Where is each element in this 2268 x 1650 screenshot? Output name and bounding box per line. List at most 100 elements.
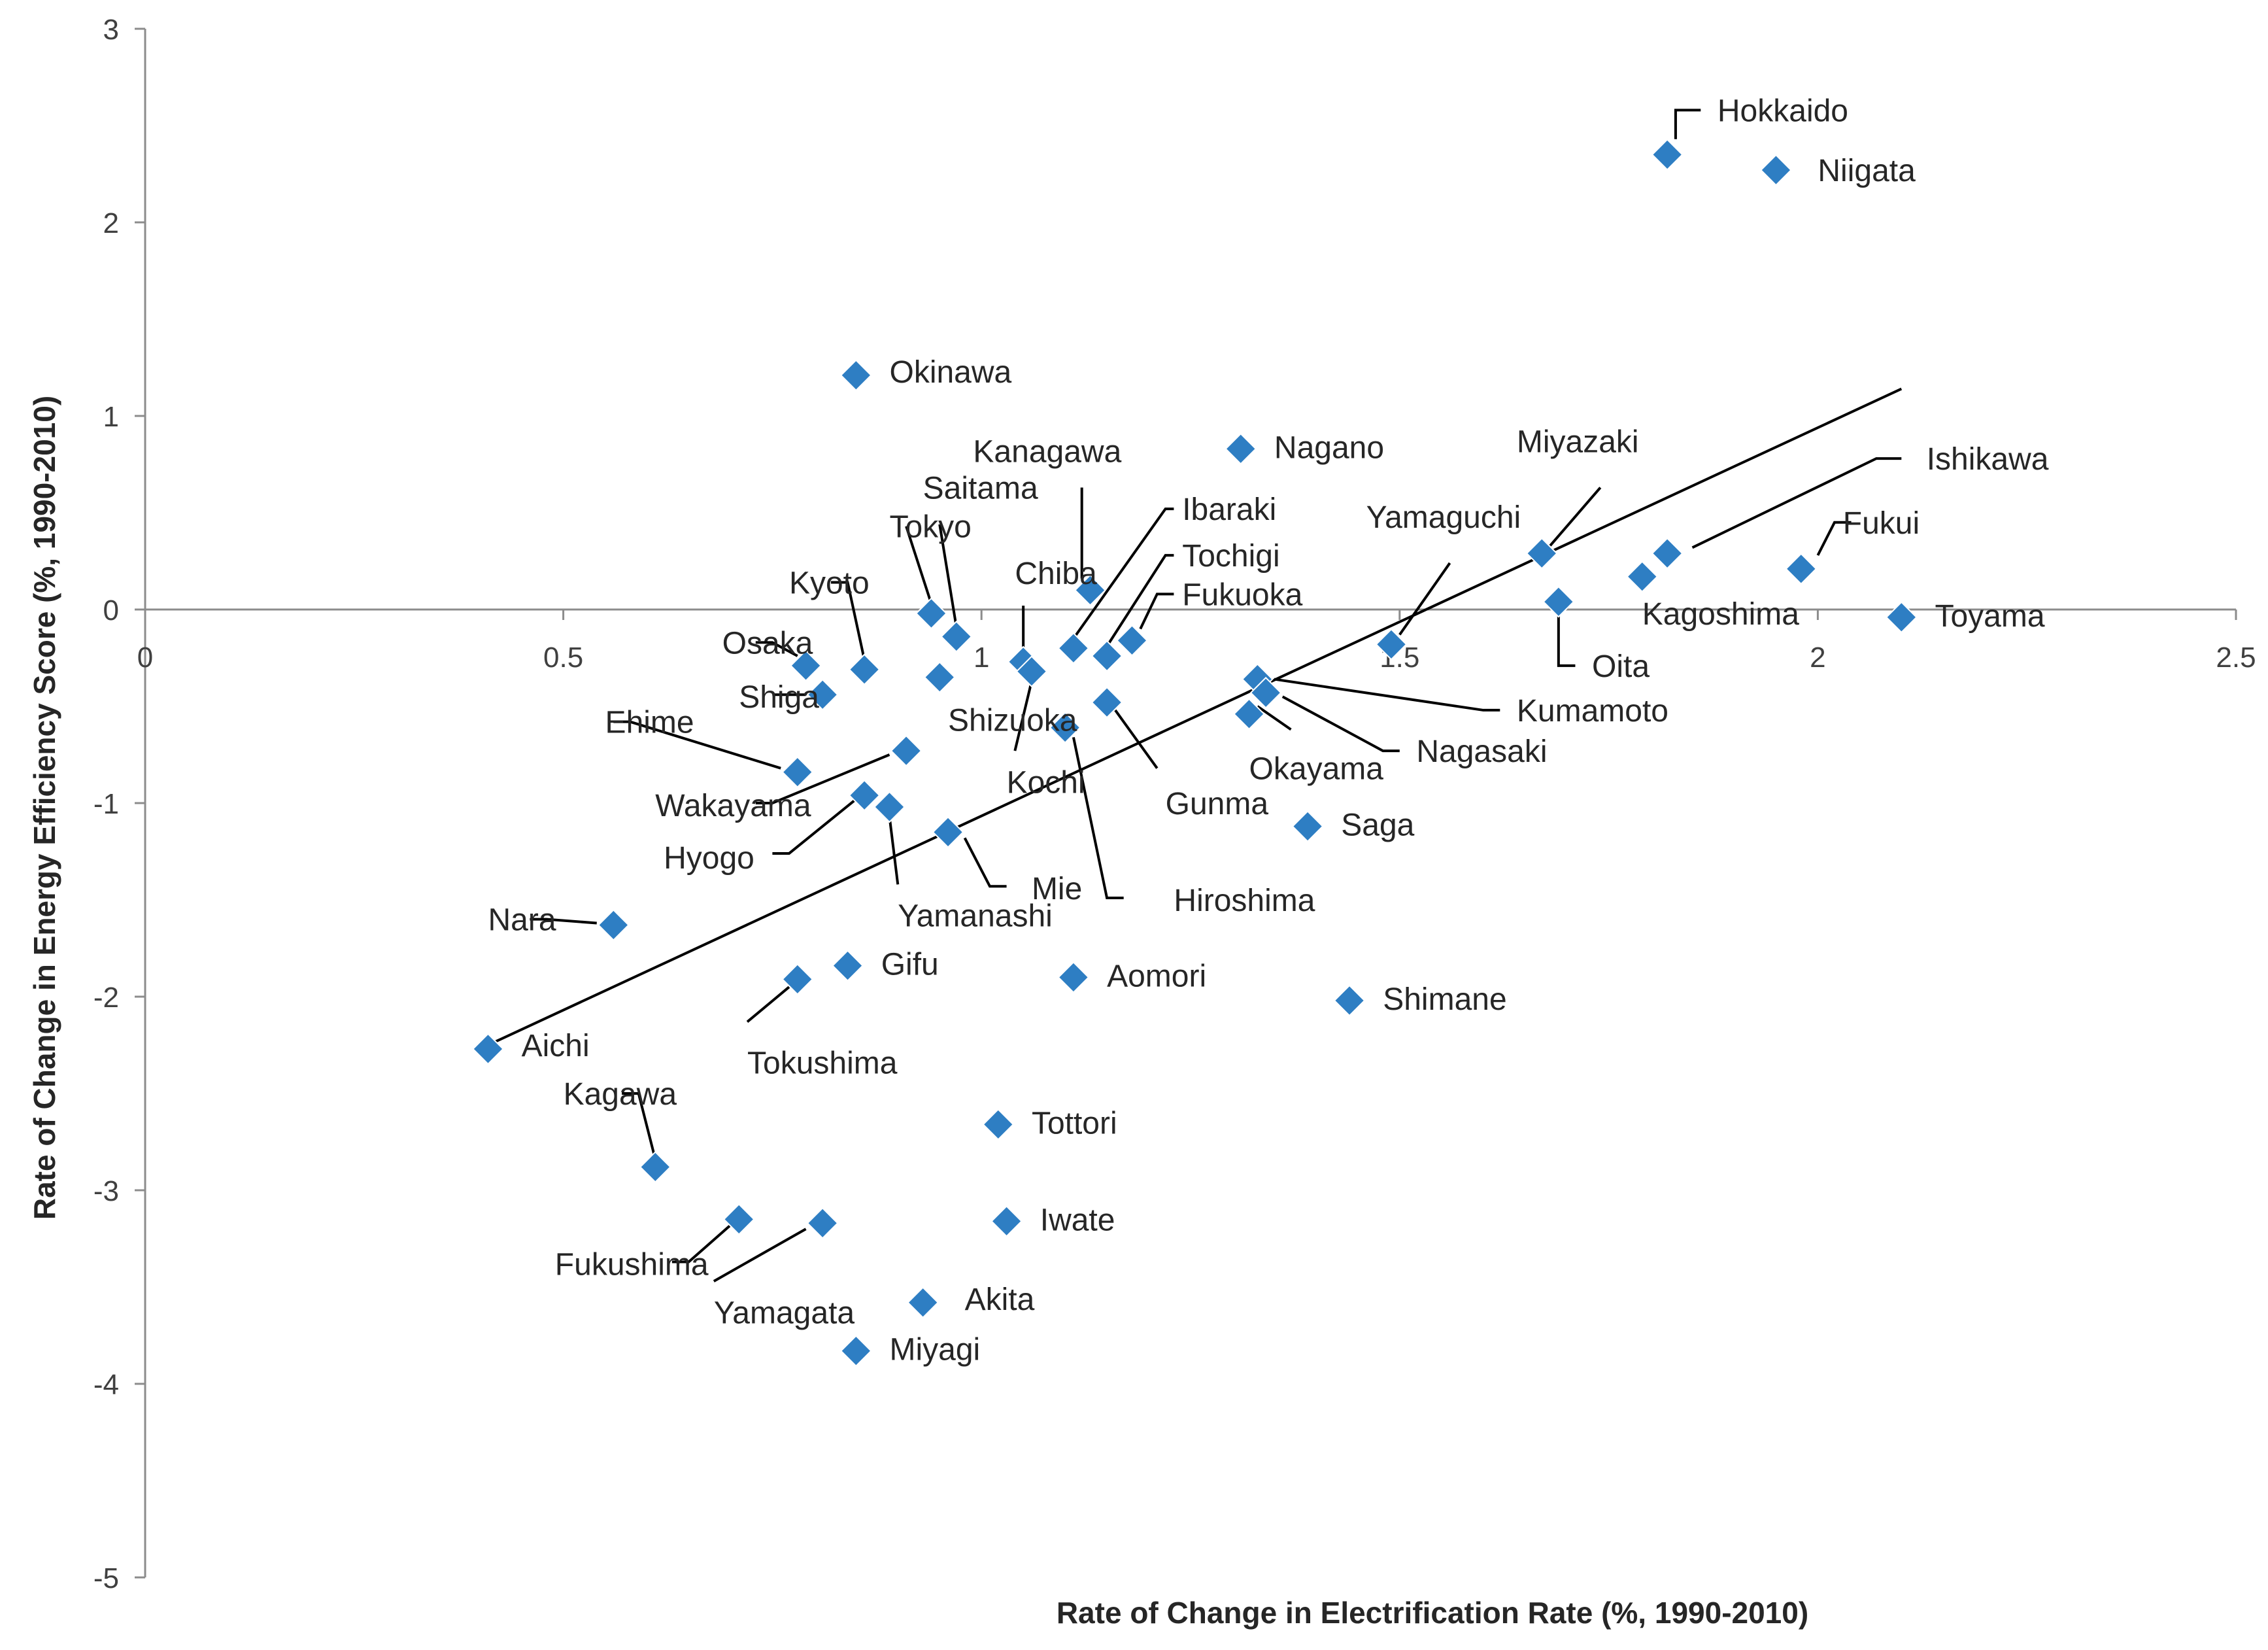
leader-line-fukushima (671, 1224, 732, 1263)
label-wakayama: Wakayama (655, 789, 811, 823)
leader-line-fukuoka (1139, 593, 1174, 630)
point-ehime (781, 756, 814, 789)
leader-line-yamanashi (888, 816, 900, 885)
point-nagasaki (1249, 676, 1282, 709)
point-miyagi (839, 1335, 872, 1367)
leader-line-saitama (938, 524, 958, 627)
label-miyazaki: Miyazaki (1517, 424, 1639, 459)
label-ishikawa: Ishikawa (1927, 442, 2049, 477)
label-shizuoka: Shizuoka (948, 704, 1077, 738)
point-hokkaido (1651, 138, 1684, 171)
point-hyogo (848, 779, 881, 812)
label-oita: Oita (1592, 649, 1650, 684)
y-tick-label: 3 (103, 14, 119, 46)
label-gifu: Gifu (881, 948, 939, 982)
point-toyama (1885, 601, 1918, 634)
label-hokkaido: Hokkaido (1718, 94, 1848, 128)
point-gifu (832, 950, 864, 982)
point-tochigi (1091, 640, 1123, 672)
y-ticks: 3 2 1 0 -1 -2 -3 -4 -5 (93, 14, 145, 1594)
x-tick-label: 0.5 (543, 642, 583, 674)
label-osaka: Osaka (722, 626, 813, 661)
point-shimane (1333, 984, 1366, 1017)
label-yamanashi: Yamanashi (898, 899, 1053, 934)
point-kochi (1015, 655, 1048, 688)
leader-line-tochigi (1106, 554, 1174, 647)
x-ticks: 0 0.5 1 1.5 2 2.5 (137, 610, 2256, 674)
leader-line-hiroshima (1072, 736, 1124, 900)
leader-line-kumamoto (1274, 678, 1500, 712)
point-kagoshima (1626, 560, 1659, 593)
data-points (472, 138, 1918, 1367)
label-shimane: Shimane (1383, 982, 1506, 1017)
point-kanagawa (1074, 574, 1106, 606)
leader-lines (530, 109, 1902, 1282)
point-fukushima (722, 1203, 755, 1235)
point-shiga (806, 678, 839, 711)
leader-line-miyazaki (1549, 487, 1602, 547)
point-yamagata (806, 1207, 839, 1239)
y-axis-title: Rate of Change in Energy Efficiency Scor… (27, 396, 61, 1220)
y-tick-label: -4 (93, 1369, 119, 1401)
leader-line-kochi (1013, 681, 1033, 751)
label-okinawa: Okinawa (889, 355, 1011, 390)
label-kyoto: Kyoto (789, 566, 870, 601)
label-chiba: Chiba (1015, 557, 1097, 591)
label-fukui: Fukui (1843, 506, 1920, 541)
leader-line-tokushima (746, 986, 790, 1023)
point-ishikawa (1651, 537, 1684, 570)
point-gunma (1091, 686, 1123, 719)
label-yamagata: Yamagata (714, 1296, 855, 1330)
label-akita: Akita (965, 1282, 1035, 1317)
label-fukushima: Fukushima (555, 1247, 709, 1282)
x-tick-label: 2 (1810, 642, 1825, 674)
leader-line-hyogo (772, 798, 857, 855)
label-ibaraki: Ibaraki (1182, 492, 1276, 527)
label-gunma: Gunma (1166, 787, 1269, 821)
leader-line-nara (530, 918, 597, 925)
point-fukui (1785, 553, 1818, 585)
label-niigata: Niigata (1818, 154, 1916, 188)
leader-line-kyoto (830, 581, 866, 661)
point-saga (1291, 810, 1324, 842)
label-kagoshima: Kagoshima (1642, 597, 1799, 632)
leader-line-fukui (1816, 521, 1852, 557)
trendline (487, 387, 1903, 1046)
label-aomori: Aomori (1107, 959, 1206, 993)
point-labels: Hokkaido Niigata Okinawa Nagano Kanagawa Miya… (488, 94, 2048, 1367)
label-hyogo: Hyogo (664, 841, 754, 876)
x-tick-label: 1 (973, 642, 989, 674)
point-miyazaki (1525, 537, 1558, 570)
label-mie: Mie (1032, 872, 1082, 906)
point-iwate (990, 1205, 1023, 1237)
point-hiroshima (1049, 712, 1081, 744)
leader-line-mie (963, 837, 1007, 888)
leader-line-osaka (755, 641, 798, 657)
point-kagawa (639, 1151, 671, 1183)
label-fukuoka: Fukuoka (1182, 577, 1302, 612)
y-tick-label: -1 (93, 788, 119, 820)
point-okinawa (839, 359, 872, 392)
y-tick-label: 0 (103, 594, 119, 627)
y-tick-label: -3 (93, 1175, 119, 1207)
point-tottori (982, 1108, 1015, 1141)
point-aomori (1057, 961, 1090, 993)
point-osaka (790, 649, 822, 682)
x-tick-label: 0 (137, 642, 153, 674)
leader-line-gunma (1114, 709, 1159, 769)
leader-line-tokyo (905, 526, 933, 604)
point-wakayama (890, 734, 922, 767)
leader-line-oita (1557, 610, 1576, 667)
label-tokyo: Tokyo (889, 510, 971, 545)
point-shizuoka (923, 661, 956, 694)
x-axis-title: Rate of Change in Electrification Rate (… (1057, 1596, 1808, 1630)
label-iwate: Iwate (1040, 1203, 1115, 1237)
leader-line-yamaguchi (1398, 562, 1451, 636)
label-hiroshima: Hiroshima (1174, 884, 1315, 918)
point-okayama (1233, 698, 1265, 730)
y-tick-label: 2 (103, 207, 119, 239)
point-ibaraki (1057, 632, 1090, 664)
label-ehime: Ehime (605, 706, 694, 740)
